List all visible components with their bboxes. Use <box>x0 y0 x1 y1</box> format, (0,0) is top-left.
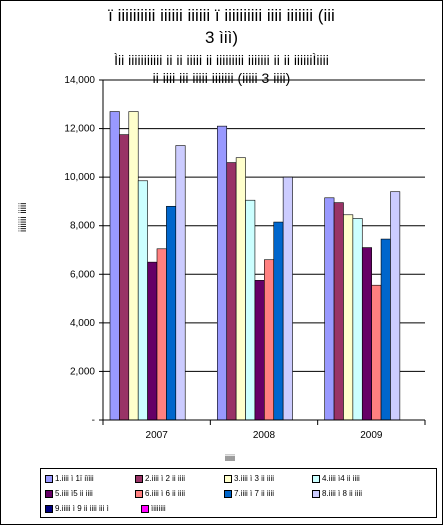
y-tick-label: 12,000 <box>64 124 95 135</box>
legend-label: 6.iiii ì 6 ii iiii <box>145 489 186 498</box>
legend-item: 3.iiii ì 3 ii iiii <box>224 474 274 484</box>
bar <box>137 180 148 421</box>
bar <box>226 162 237 421</box>
x-tick-label: 2008 <box>253 430 276 441</box>
x-axis-label: iiiii <box>225 453 235 463</box>
legend-item: 8.iiii ì 8 ii iiii <box>312 489 362 499</box>
legend-swatch <box>135 475 143 483</box>
legend-label: 8.iiii ì 8 ii iiii <box>322 489 363 498</box>
bar <box>175 145 186 421</box>
bar <box>245 199 256 421</box>
legend-swatch <box>45 475 53 483</box>
legend-swatch <box>312 475 320 483</box>
legend-swatch <box>135 490 143 498</box>
legend-label: 4.iiii ì4 ii iiii <box>322 474 360 483</box>
legend-label: 7.iiii ì 7 ii iiii <box>234 489 275 498</box>
x-tick-label: 2007 <box>146 430 169 441</box>
legend-swatch <box>45 505 53 513</box>
x-tick-label: 2009 <box>360 430 383 441</box>
y-tick-label: 14,000 <box>64 75 95 86</box>
bar <box>166 205 177 421</box>
legend-item: 1.iiii ì 1ï iïiii <box>45 474 94 484</box>
bar <box>333 202 344 421</box>
legend-swatch <box>45 490 53 498</box>
bar <box>352 218 363 421</box>
bar <box>156 248 167 421</box>
legend-item: 9.iiiii ì 9 ii iiii iii ì <box>45 504 109 514</box>
bar <box>119 134 130 421</box>
legend-label: 1.iiii ì 1ï iïiii <box>55 474 94 483</box>
bar <box>264 259 275 421</box>
chart-subtitle-line-1: Ìii iiiiiiiiiii ii ii iiiii ii iiiiiiiii… <box>114 52 329 68</box>
bar <box>380 238 391 421</box>
y-tick-label: 10,000 <box>64 172 95 183</box>
legend-item: 5.iiii ì5 ii iiii <box>45 489 93 499</box>
legend-swatch <box>312 490 320 498</box>
legend-swatch <box>224 490 232 498</box>
bar <box>254 280 265 421</box>
legend-label: 3.iiii ì 3 ii iiii <box>234 474 275 483</box>
legend-item: 4.iiii ì4 ii iiii <box>312 474 360 484</box>
legend-label: 5.iiii ì5 ii iiii <box>55 489 93 498</box>
bar <box>147 261 158 421</box>
bar <box>235 157 246 421</box>
legend-label: 2.iiii ì 2 ii iiii <box>145 474 186 483</box>
bar <box>109 111 120 421</box>
chart-title-line-1: ï iiiiiiiiii iiiiii iiiiii ï iiiiiiiiii … <box>108 6 335 25</box>
legend-item: 7.iiii ì 7 ii iiii <box>224 489 274 499</box>
chart-legend: 1.iiii ì 1ï iïiii 2.iiii ì 2 ii iiii 3.iii… <box>40 468 437 518</box>
bar <box>371 284 382 421</box>
y-tick-label: 8,000 <box>70 221 95 232</box>
y-tick-label: 2,000 <box>70 366 95 377</box>
bar <box>390 191 401 421</box>
legend-item: ìiiiiiii <box>141 504 166 514</box>
legend-item: 2.iiii ì 2 ii iiii <box>135 474 185 484</box>
bar <box>361 247 372 421</box>
y-tick-label: - <box>92 415 95 426</box>
y-tick-label: 4,000 <box>70 318 95 329</box>
legend-label: 9.iiiii ì 9 ii iiii iii ì <box>55 504 109 513</box>
legend-swatch <box>141 505 149 513</box>
bar <box>324 197 335 421</box>
bar <box>273 221 284 421</box>
bar <box>217 125 228 421</box>
legend-item: 6.iiii ì 6 ii iiii <box>135 489 185 499</box>
bar <box>128 111 139 421</box>
bar <box>282 176 293 421</box>
legend-swatch <box>224 475 232 483</box>
chart-title-line-2: 3 ìiì) <box>204 28 239 47</box>
bar <box>343 214 354 421</box>
legend-label: ìiiiiiii <box>151 504 166 513</box>
y-tick-label: 6,000 <box>70 269 95 280</box>
chart-subtitle-line-2: ii iiii iii iiiii iiiiiii (iiiii 3 iiii) <box>152 70 291 86</box>
